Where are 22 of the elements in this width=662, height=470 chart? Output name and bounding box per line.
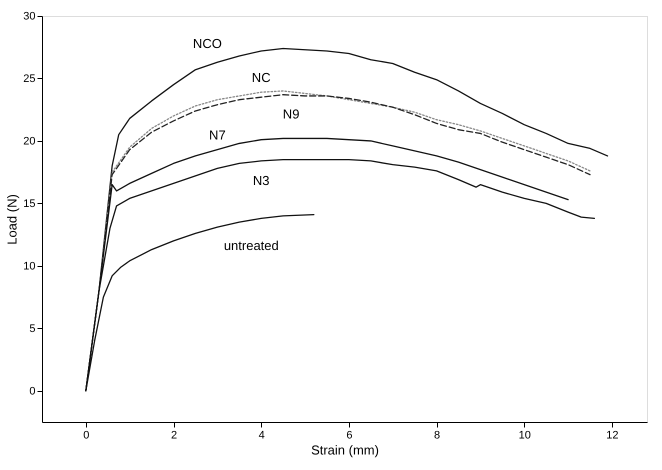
y-tick-label: 25 xyxy=(23,72,36,85)
series-label: NCO xyxy=(192,36,222,52)
x-axis-title: Strain (mm) xyxy=(311,442,379,458)
series-label: NC xyxy=(252,70,271,86)
x-tick-label: 4 xyxy=(258,430,265,442)
x-tick-label: 10 xyxy=(518,430,531,442)
y-tick-label: 0 xyxy=(29,385,36,398)
y-tick-label: 20 xyxy=(23,135,36,148)
series-label: N9 xyxy=(282,106,300,122)
x-tick-label: 12 xyxy=(606,430,619,442)
x-tick-label: 0 xyxy=(83,430,90,442)
x-tick-label: 8 xyxy=(434,430,440,442)
series-label: N3 xyxy=(252,172,270,188)
y-tick-label: 5 xyxy=(29,322,36,335)
y-tick-label: 15 xyxy=(23,198,36,210)
y-tick-label: 10 xyxy=(23,260,36,272)
series-label: N7 xyxy=(209,128,226,143)
x-tick-label: 6 xyxy=(346,430,352,442)
y-tick-label: 30 xyxy=(23,10,36,22)
series-label: untreated xyxy=(224,238,279,254)
y-axis-title: Load (N) xyxy=(4,194,20,245)
x-tick-label: 2 xyxy=(170,430,178,442)
